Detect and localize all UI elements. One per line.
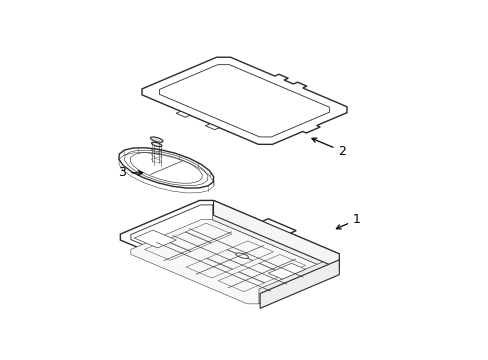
Polygon shape: [159, 65, 329, 137]
Polygon shape: [134, 230, 176, 248]
Polygon shape: [150, 137, 163, 142]
Polygon shape: [259, 259, 328, 304]
Polygon shape: [213, 201, 339, 269]
Polygon shape: [235, 253, 248, 258]
Polygon shape: [142, 57, 346, 144]
Polygon shape: [260, 260, 339, 308]
Polygon shape: [120, 201, 339, 293]
Text: 1: 1: [336, 213, 360, 229]
Text: 3: 3: [118, 166, 142, 179]
Polygon shape: [205, 124, 219, 130]
Polygon shape: [131, 220, 328, 304]
Polygon shape: [151, 142, 162, 147]
Polygon shape: [176, 111, 190, 117]
Text: 2: 2: [311, 138, 346, 158]
Polygon shape: [131, 205, 328, 289]
Polygon shape: [268, 263, 305, 279]
Polygon shape: [212, 205, 328, 269]
Polygon shape: [119, 148, 213, 188]
